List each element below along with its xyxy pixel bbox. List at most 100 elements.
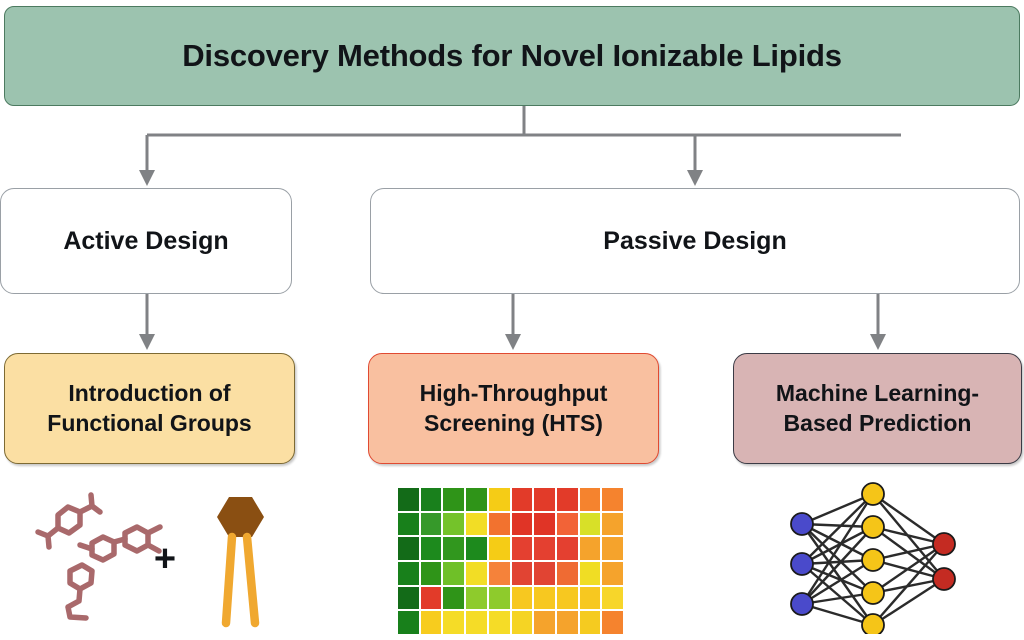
heatmap-cell: [511, 512, 533, 536]
heatmap-cell: [443, 512, 465, 536]
heatmap-cell: [398, 537, 419, 560]
heatmap-cell: [579, 488, 601, 511]
molecule-plus-lipid-icon: +: [30, 485, 295, 635]
page-title: Discovery Methods for Novel Ionizable Li…: [182, 37, 842, 73]
nn-hidden-node: [861, 613, 885, 637]
heatmap-cell: [443, 561, 465, 585]
heatmap-cell: [488, 512, 510, 536]
nn-hidden-node: [861, 515, 885, 539]
heatmap-cell: [420, 586, 442, 610]
heatmap-cell: [466, 512, 487, 536]
nn-edge: [872, 543, 945, 626]
method-box-functional-groups[interactable]: Introduction of Functional Groups: [4, 353, 295, 464]
heatmap-cell: [602, 537, 623, 560]
nn-edge: [801, 563, 874, 626]
heatmap-cell: [488, 586, 510, 610]
heatmap-cell: [488, 561, 510, 585]
heatmap-cell: [466, 537, 487, 560]
heatmap-cell: [602, 611, 623, 634]
heatmap-cell: [398, 586, 419, 610]
heatmap-cell: [534, 512, 555, 536]
heatmap-cell: [556, 586, 578, 610]
heatmap-cell: [466, 488, 487, 511]
heatmap-cell: [420, 537, 442, 560]
diagram-title-box: Discovery Methods for Novel Ionizable Li…: [4, 6, 1020, 106]
nn-edge: [800, 493, 875, 605]
heatmap-cell: [443, 488, 465, 511]
branch-label-active-design: Active Design: [63, 226, 229, 255]
heatmap-cell: [466, 561, 487, 585]
heatmap-cell: [534, 561, 555, 585]
nn-edge: [872, 577, 945, 627]
heatmap-cell: [534, 537, 555, 560]
heatmap-cell: [443, 537, 465, 560]
heatmap-cell: [579, 611, 601, 634]
heatmap-cell: [488, 488, 510, 511]
branch-box-passive-design[interactable]: Passive Design: [370, 188, 1020, 294]
heatmap-cell: [420, 512, 442, 536]
heatmap-cell: [602, 512, 623, 536]
heatmap-cell: [420, 611, 442, 634]
heatmap-cell: [579, 512, 601, 536]
heatmap-cell: [398, 512, 419, 536]
method-box-ml-prediction[interactable]: Machine Learning- Based Prediction: [733, 353, 1022, 464]
nn-edge: [872, 542, 945, 562]
nn-output-node: [932, 532, 956, 556]
heatmap-grid-icon: [398, 488, 623, 634]
heatmap-cell: [466, 611, 487, 634]
lipid-head-icon: [217, 497, 264, 537]
neural-network-icon: [778, 482, 968, 637]
nn-edge: [801, 526, 874, 605]
branch-label-passive-design: Passive Design: [603, 226, 787, 255]
nn-input-node: [790, 512, 814, 536]
heatmap-cell: [602, 561, 623, 585]
nn-edge: [801, 523, 874, 594]
heatmap-cell: [556, 561, 578, 585]
nn-hidden-node: [861, 581, 885, 605]
plus-symbol-icon: +: [154, 538, 176, 580]
heatmap-cell: [511, 586, 533, 610]
heatmap-cells: [398, 488, 623, 634]
heatmap-cell: [443, 611, 465, 634]
nn-hidden-node: [861, 548, 885, 572]
nn-input-node: [790, 592, 814, 616]
heatmap-cell: [420, 561, 442, 585]
heatmap-cell: [534, 488, 555, 511]
heatmap-cell: [420, 488, 442, 511]
heatmap-cell: [579, 537, 601, 560]
heatmap-cell: [398, 561, 419, 585]
nn-edge: [801, 492, 874, 526]
nn-edge: [801, 522, 874, 562]
heatmap-cell: [488, 611, 510, 634]
nn-edge: [801, 493, 874, 565]
heatmap-cell: [556, 488, 578, 511]
heatmap-cell: [443, 586, 465, 610]
nn-edge: [801, 558, 874, 606]
heatmap-cell: [602, 586, 623, 610]
heatmap-cell: [556, 611, 578, 634]
method-box-hts[interactable]: High-Throughput Screening (HTS): [368, 353, 659, 464]
method-label-ml-prediction: Machine Learning- Based Prediction: [775, 380, 980, 436]
heatmap-cell: [398, 488, 419, 511]
nn-edge: [801, 525, 874, 566]
nn-edge: [801, 562, 874, 595]
heatmap-cell: [488, 537, 510, 560]
heatmap-cell: [579, 561, 601, 585]
nn-edge: [801, 523, 874, 626]
heatmap-cell: [511, 561, 533, 585]
nn-input-node: [790, 552, 814, 576]
method-label-hts: High-Throughput Screening (HTS): [419, 380, 608, 436]
heatmap-cell: [534, 611, 555, 634]
nn-hidden-node: [861, 482, 885, 506]
nn-edge: [801, 602, 874, 627]
nn-edge: [801, 591, 874, 606]
method-label-functional-groups: Introduction of Functional Groups: [47, 380, 252, 436]
heatmap-cell: [511, 488, 533, 511]
nn-edge: [872, 543, 945, 594]
heatmap-cell: [556, 512, 578, 536]
heatmap-cell: [466, 586, 487, 610]
nn-edge: [872, 493, 945, 545]
heatmap-cell: [398, 611, 419, 634]
branch-box-active-design[interactable]: Active Design: [0, 188, 292, 294]
heatmap-cell: [579, 586, 601, 610]
